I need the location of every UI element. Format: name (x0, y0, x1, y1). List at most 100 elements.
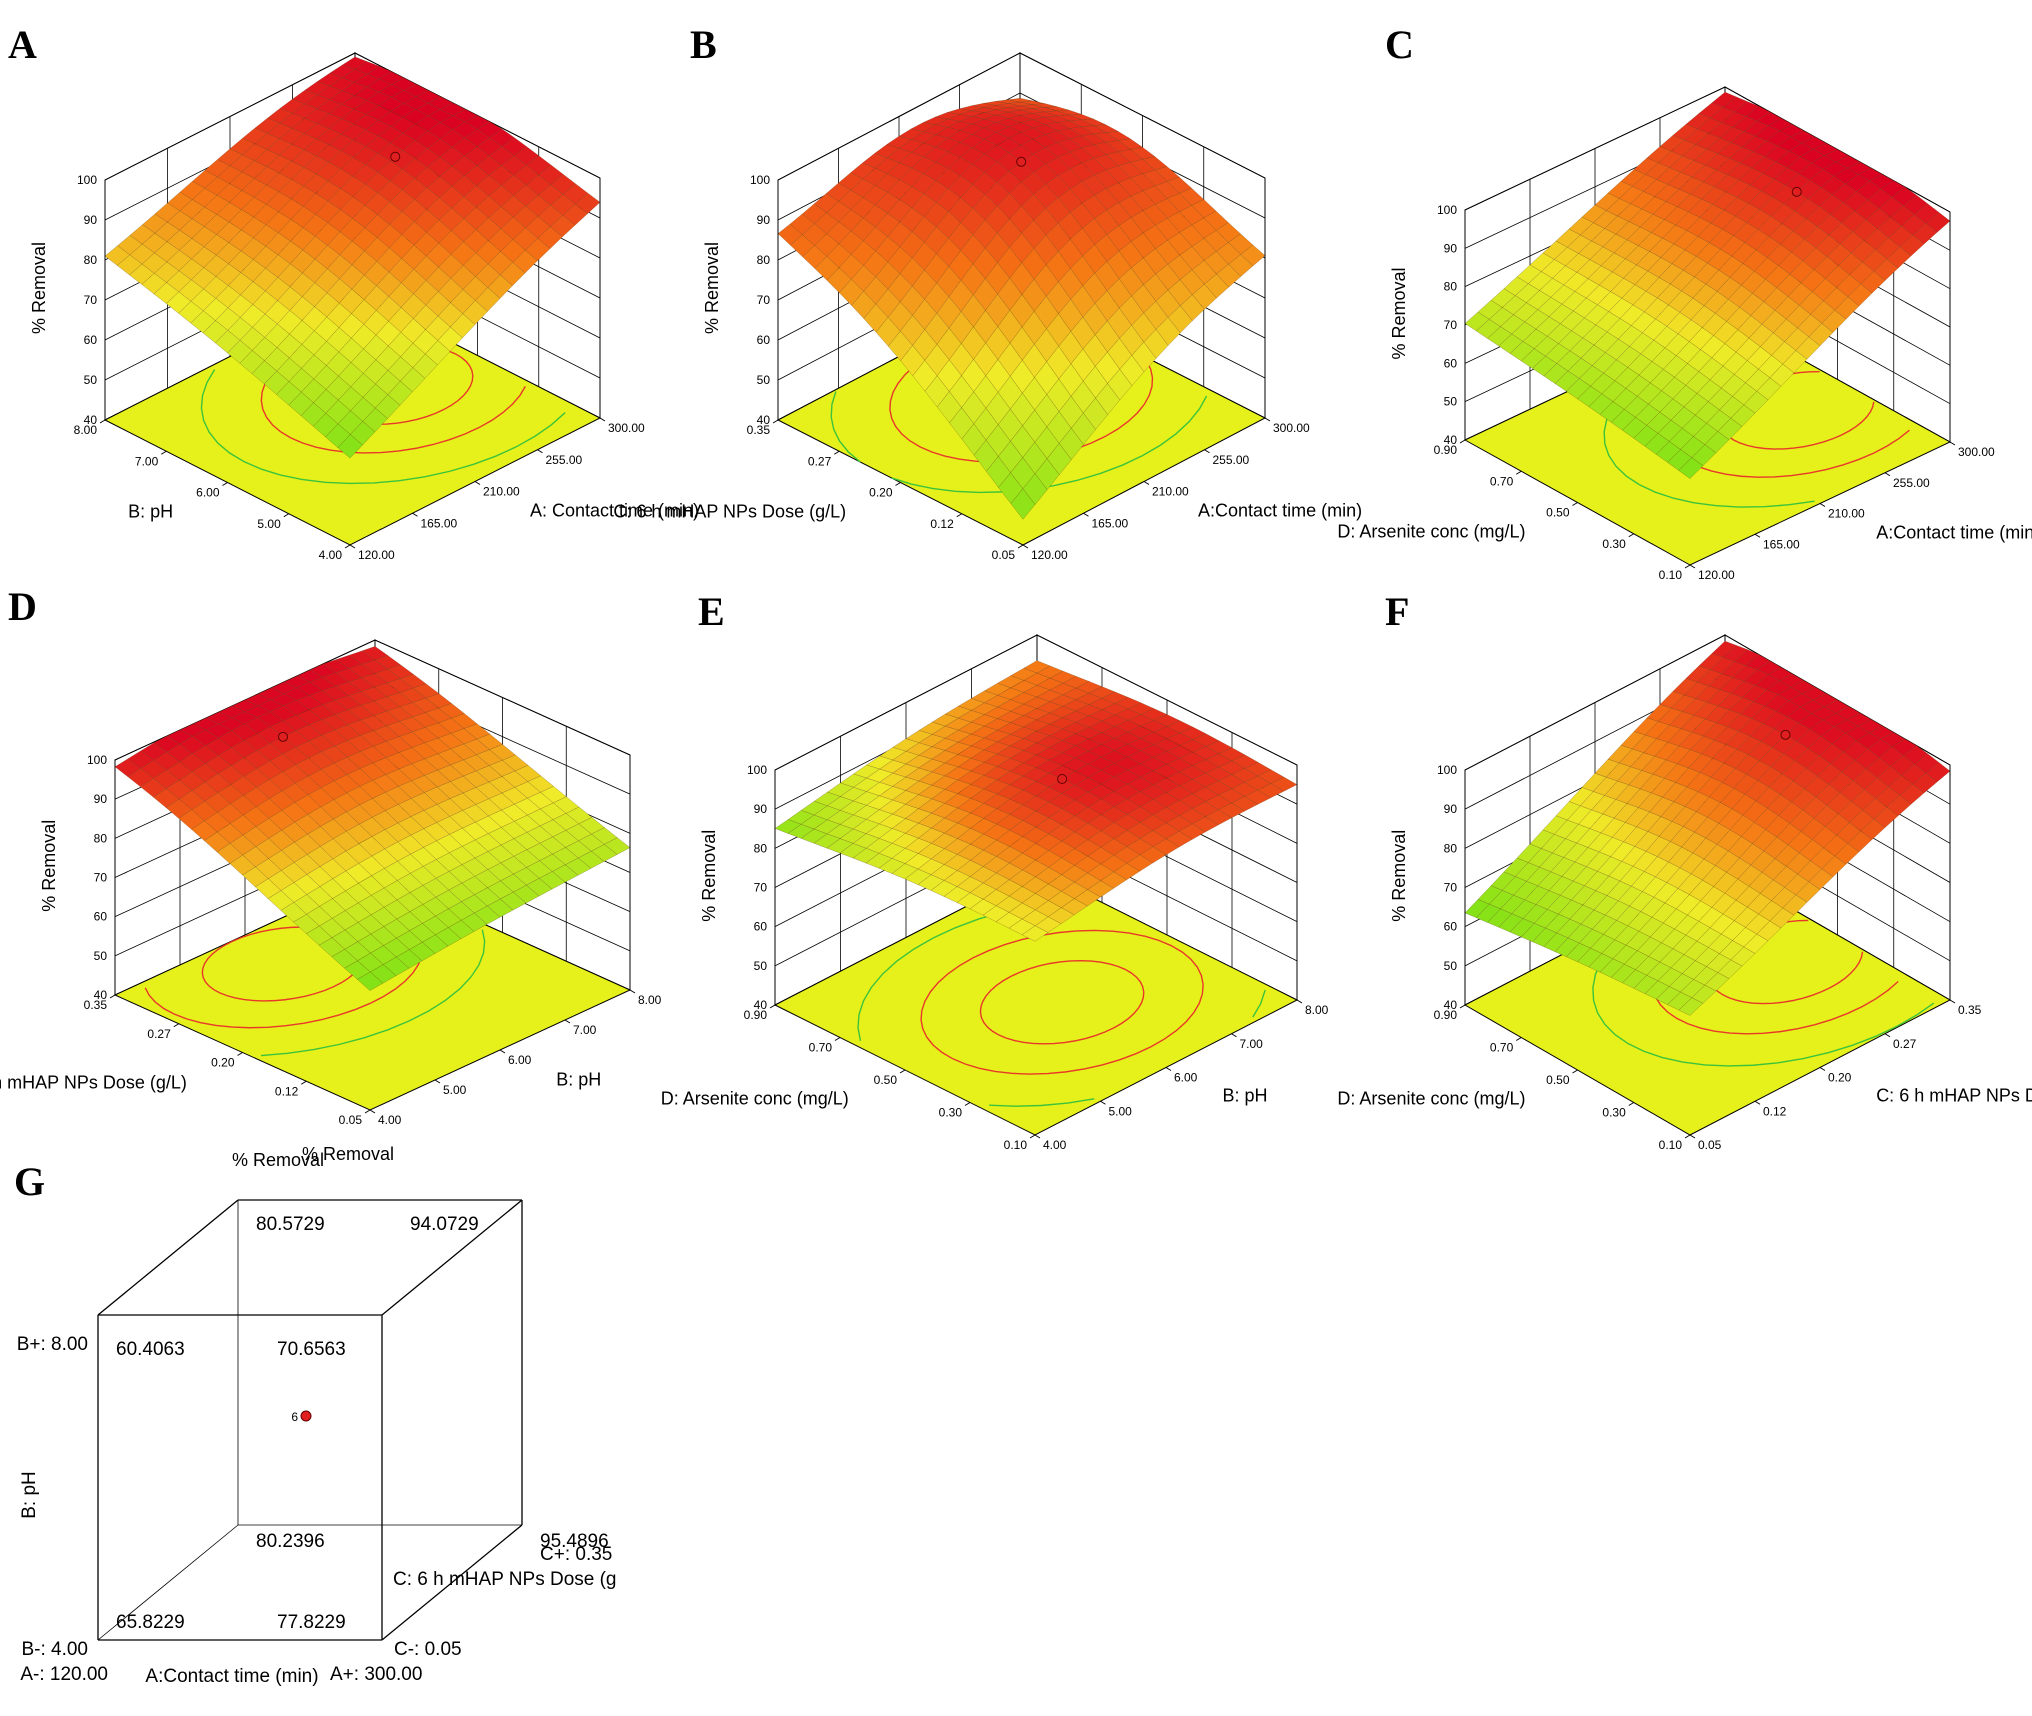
z-tick-label: 90 (1444, 802, 1458, 816)
y-low-label: B-: 4.00 (21, 1639, 88, 1660)
y-axis-label: B: pH (19, 1471, 40, 1519)
cube-value-front-bottom-right: 77.8229 (277, 1612, 346, 1633)
x-tick (1204, 449, 1210, 454)
y-tick (1628, 1102, 1635, 1106)
z-tick-label: 60 (754, 920, 768, 934)
z-tick-label: 100 (77, 173, 97, 187)
y-tick (1628, 533, 1635, 538)
cube-value-back-top-right: 94.0729 (410, 1214, 479, 1235)
x-axis-label: C: 6 h mHAP NPs Dose (g/L) (1876, 1085, 2032, 1105)
z-tick-label: 50 (84, 373, 98, 387)
x-tick-label: 255.00 (546, 453, 583, 467)
y-tick-label: 6.00 (196, 486, 220, 500)
cube-edge-back (97, 1524, 239, 1641)
x-tick-label: 300.00 (1273, 421, 1310, 435)
y-tick-label: 0.90 (1434, 1008, 1458, 1022)
x-tick-label: 5.00 (443, 1083, 467, 1097)
cube-value-back-bottom-left: 80.2396 (256, 1531, 325, 1552)
y-tick (300, 1080, 307, 1085)
x-tick (564, 1019, 571, 1024)
panel-letter-b: B (690, 22, 717, 67)
z-axis-label: % Removal (699, 830, 719, 922)
z-axis-label: C: 6 h mHAP NPs Dose (g (393, 1569, 617, 1590)
x-tick (1083, 512, 1089, 517)
y-axis-label: D: Arsenite conc (mg/L) (1337, 522, 1525, 542)
z-tick-label: 80 (1444, 841, 1458, 855)
x-tick-label: 165.00 (1092, 516, 1129, 530)
y-tick-label: 0.70 (1490, 1041, 1514, 1055)
x-tick (1165, 1067, 1172, 1071)
z-tick-label: 80 (1444, 280, 1458, 294)
y-tick (1459, 1004, 1466, 1009)
x-tick (537, 449, 543, 454)
x-tick-label: 0.12 (1763, 1104, 1787, 1118)
y-tick (344, 544, 351, 549)
y-tick-label: 0.27 (147, 1027, 171, 1041)
x-tick-label: 120.00 (1031, 548, 1068, 562)
extra-label: % Removal (302, 1144, 394, 1164)
surface-cell (1678, 457, 1704, 479)
y-tick-label: 0.05 (339, 1113, 363, 1127)
y-tick (364, 1109, 371, 1114)
x-tick (1884, 472, 1891, 477)
y-tick (1459, 439, 1466, 444)
x-axis-label: A: Contact time (min) (530, 500, 699, 520)
y-tick-label: 0.20 (869, 486, 893, 500)
x-tick (1689, 1134, 1696, 1139)
y-tick (833, 450, 840, 455)
x-tick-label: 255.00 (1213, 453, 1250, 467)
x-tick (1264, 417, 1271, 422)
surface-plot-d: 40 50 60 70 80 90 100 4.00 5.00 6.00 7.00 8.00 0.05 0… (0, 584, 662, 1164)
surface-plot-f: 40 50 60 70 80 90 100 0.05 0.12 0.20 0.27 0.35 0.10 0… (1337, 589, 2032, 1152)
y-tick-label: 0.35 (747, 423, 771, 437)
x-tick-label: 6.00 (508, 1053, 532, 1067)
contour-line (260, 929, 486, 1057)
x-tick (1689, 564, 1696, 569)
x-tick-label: 4.00 (378, 1113, 402, 1127)
z-tick-label: 40 (757, 413, 771, 427)
y-axis-label: D: Arsenite conc (mg/L) (1337, 1088, 1525, 1108)
x-tick-label: 300.00 (1958, 445, 1995, 459)
z-tick-label: 70 (754, 881, 768, 895)
y-tick-label: 0.05 (992, 548, 1016, 562)
y-axis-label: D: Arsenite conc (mg/L) (661, 1088, 849, 1108)
x-tick (1296, 999, 1303, 1004)
y-tick (899, 1069, 906, 1074)
y-tick (1029, 1134, 1036, 1139)
x-tick-label: 0.20 (1828, 1071, 1852, 1085)
y-tick-label: 0.70 (1490, 474, 1514, 488)
z-axis-label: % Removal (1389, 267, 1409, 359)
y-tick (283, 513, 290, 518)
z-tick-label: 40 (94, 988, 108, 1002)
y-tick (1572, 1069, 1578, 1074)
y-tick (772, 419, 779, 424)
z-tick-label: 80 (754, 841, 768, 855)
x-tick (1949, 441, 1956, 446)
x-tick-label: 210.00 (1152, 485, 1189, 499)
x-tick-label: 0.27 (1893, 1037, 1917, 1051)
y-tick-label: 0.90 (1434, 443, 1458, 457)
y-tick-label: 0.12 (930, 517, 954, 531)
y-tick (834, 1037, 841, 1041)
surface-plot-e: 40 50 60 70 80 90 100 4.00 5.00 6.00 7.00 8.00 0.10 0… (661, 589, 1329, 1152)
x-tick-label: 0.05 (1698, 1138, 1722, 1152)
panel-letter-f: F (1385, 589, 1409, 634)
cube-value-back-top-left: 80.5729 (256, 1214, 325, 1235)
y-tick-label: 0.50 (1546, 506, 1570, 520)
x-axis-label: B: pH (1222, 1085, 1267, 1105)
y-tick-label: 4.00 (319, 548, 343, 562)
y-tick (1684, 564, 1691, 569)
z-tick-label: 80 (94, 831, 108, 845)
z-tick-label: 90 (84, 213, 98, 227)
z-tick-label: 70 (94, 871, 108, 885)
x-tick-label: 210.00 (1828, 507, 1865, 521)
z-tick-label: 100 (1437, 203, 1457, 217)
contour-line (200, 369, 566, 485)
y-tick (173, 1023, 180, 1028)
x-tick (1231, 1033, 1237, 1038)
y-tick-label: 0.35 (84, 998, 108, 1012)
y-tick (1572, 502, 1578, 506)
surface-plot-b: 40 50 60 70 80 90 100 120.00 165.00 210.00 255.00 3… (613, 22, 1362, 562)
z-axis-label: % Removal (29, 242, 49, 334)
surface-plot-a: 40 50 60 70 80 90 100 120.00 165.00 210.00 255.00 3… (8, 22, 699, 562)
